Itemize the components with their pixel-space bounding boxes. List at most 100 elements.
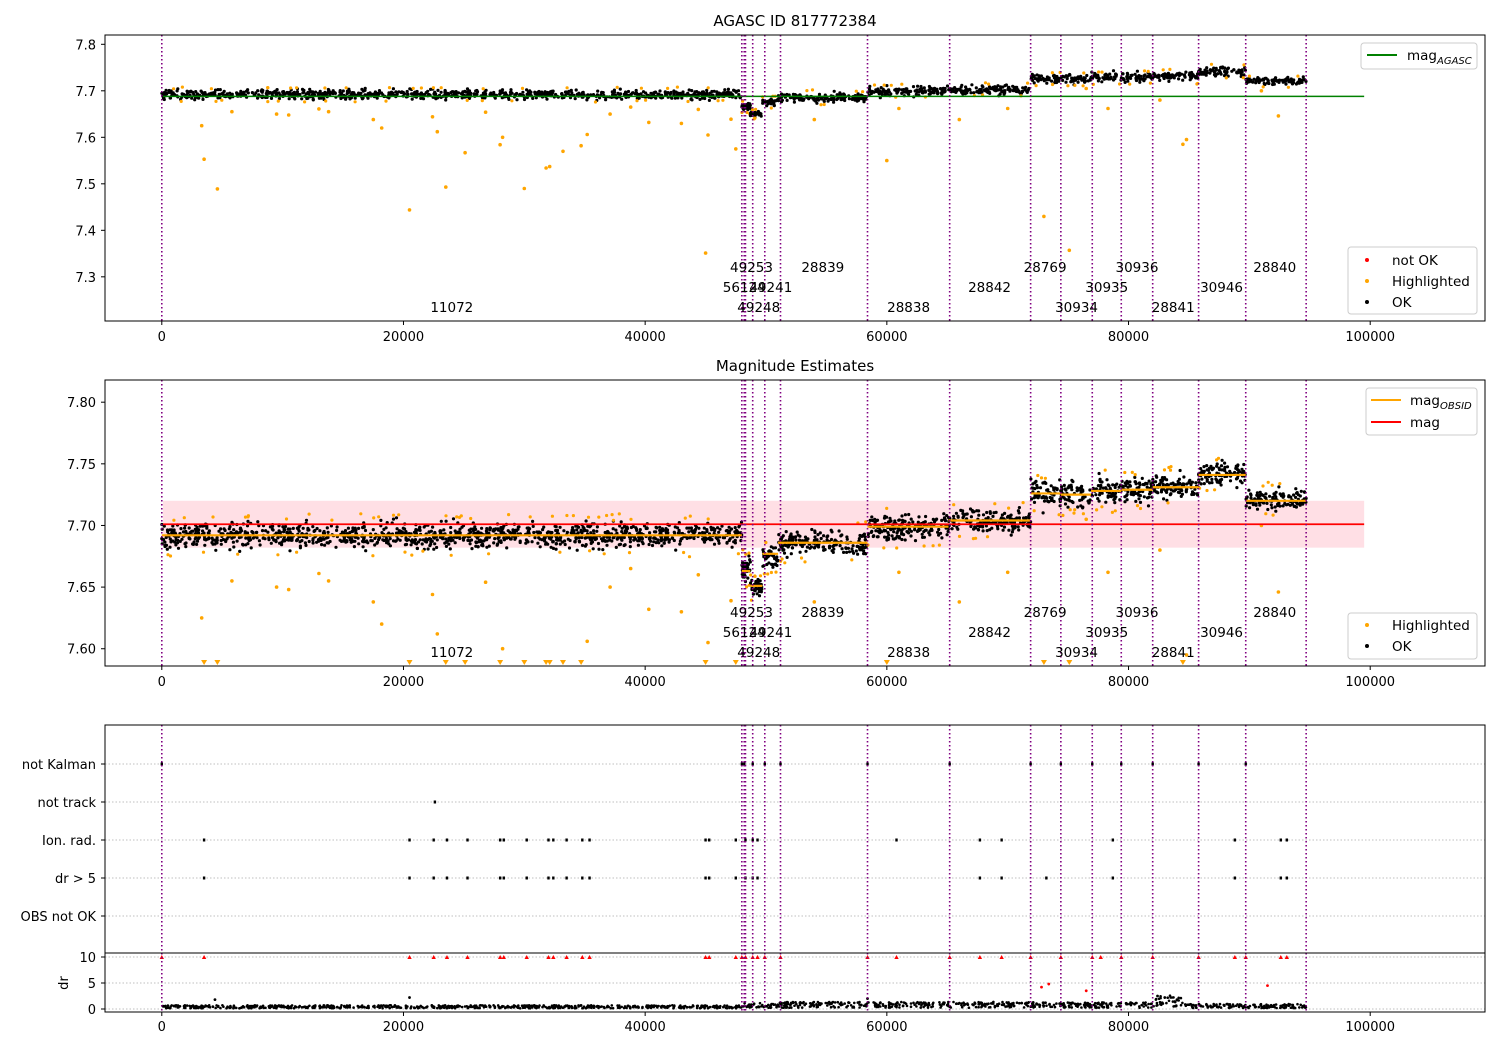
ok-point	[634, 526, 638, 530]
highlighted-point	[629, 517, 633, 521]
highlighted-point	[627, 551, 632, 555]
highlighted-point	[716, 99, 720, 103]
highlighted-outlier-point	[326, 109, 331, 114]
ok-point	[283, 528, 287, 532]
highlighted-point	[1043, 476, 1047, 480]
ok-point	[1036, 494, 1040, 498]
ok-point	[713, 96, 717, 100]
ok-point	[1203, 68, 1207, 72]
ok-point	[238, 549, 242, 554]
ok-point	[461, 538, 466, 542]
magnitude-estimates-panel: 1107249253561244924149248288392883828842…	[67, 357, 1486, 690]
flag-point	[552, 876, 555, 880]
highlighted-point	[421, 549, 425, 553]
ok-point	[596, 541, 601, 546]
ok-point	[1085, 73, 1089, 78]
highlighted-point	[952, 503, 956, 507]
ok-point	[1220, 458, 1224, 462]
ok-point	[595, 529, 599, 533]
ok-point	[687, 530, 691, 534]
ok-point	[637, 96, 641, 100]
ok-point	[702, 526, 706, 530]
ok-point	[1237, 470, 1242, 474]
ok-point	[1282, 80, 1286, 84]
highlighted-point	[1296, 74, 1300, 78]
ok-point	[1223, 66, 1227, 70]
obsid-label: 49248	[737, 300, 780, 316]
highlighted-point	[565, 513, 569, 518]
highlighted-point	[1095, 508, 1099, 512]
ok-point	[762, 100, 767, 104]
ok-point	[1145, 75, 1149, 79]
ok-point	[1169, 488, 1173, 492]
ok-point	[905, 530, 909, 534]
ok-point	[415, 546, 419, 551]
legend-marker	[1365, 300, 1369, 304]
ok-point	[888, 519, 892, 524]
out-of-range-marker	[497, 660, 504, 665]
ok-point	[785, 98, 789, 102]
ok-point	[1162, 497, 1166, 501]
ok-point	[1169, 482, 1173, 486]
ok-point	[1078, 498, 1082, 502]
ok-point	[538, 531, 543, 535]
ok-point	[1050, 79, 1054, 83]
obsid-label: 28841	[1152, 645, 1195, 661]
ok-point	[943, 519, 948, 523]
ok-point	[1266, 79, 1270, 83]
ok-point	[959, 508, 963, 512]
ok-point	[553, 524, 557, 528]
ok-point	[496, 536, 500, 541]
ok-point	[525, 88, 529, 92]
ok-point	[394, 539, 398, 543]
highlighted-outlier-point	[696, 107, 701, 112]
highlighted-point	[1130, 470, 1134, 474]
ok-point	[433, 90, 437, 94]
ok-point	[319, 538, 323, 543]
ok-point	[970, 83, 974, 87]
ok-point	[1168, 493, 1172, 497]
ok-point	[210, 541, 214, 545]
ok-point	[220, 92, 224, 96]
ok-point	[1220, 468, 1224, 472]
ok-point	[956, 515, 960, 519]
ok-point	[446, 93, 451, 97]
ok-point	[315, 526, 319, 531]
highlighted-point	[987, 82, 991, 86]
ok-point	[339, 539, 344, 544]
highlighted-outlier-point	[1084, 86, 1088, 91]
ok-point	[1140, 476, 1144, 480]
ok-point	[492, 541, 496, 545]
ok-point	[1133, 480, 1138, 484]
ok-point	[861, 533, 865, 537]
ok-point	[1016, 509, 1021, 513]
flag-point	[588, 876, 591, 880]
highlighted-outlier-point	[1005, 106, 1010, 111]
ok-point	[260, 88, 264, 92]
ok-point	[1188, 478, 1192, 482]
highlighted-point	[266, 100, 270, 104]
ok-point	[825, 535, 829, 539]
obsid-label: 30946	[1200, 280, 1243, 296]
highlighted-point	[353, 100, 357, 104]
ok-point	[170, 530, 174, 534]
flag-point	[552, 838, 555, 842]
ok-point	[467, 89, 472, 93]
dr-point	[264, 1006, 267, 1010]
ok-point	[1088, 488, 1092, 492]
ok-point	[1255, 507, 1260, 511]
legend-label: not OK	[1392, 253, 1439, 269]
ok-point	[1113, 495, 1117, 499]
ok-point	[1267, 81, 1271, 86]
highlighted-outlier-point	[317, 107, 321, 111]
ok-point	[935, 517, 939, 521]
ok-point	[283, 539, 287, 543]
ok-point	[311, 541, 315, 545]
ok-point	[301, 526, 305, 530]
ok-point	[258, 543, 262, 547]
ok-point	[1106, 483, 1110, 487]
ok-point	[985, 87, 989, 91]
ok-point	[558, 525, 562, 529]
ok-point	[725, 541, 729, 545]
ok-point	[443, 89, 447, 93]
